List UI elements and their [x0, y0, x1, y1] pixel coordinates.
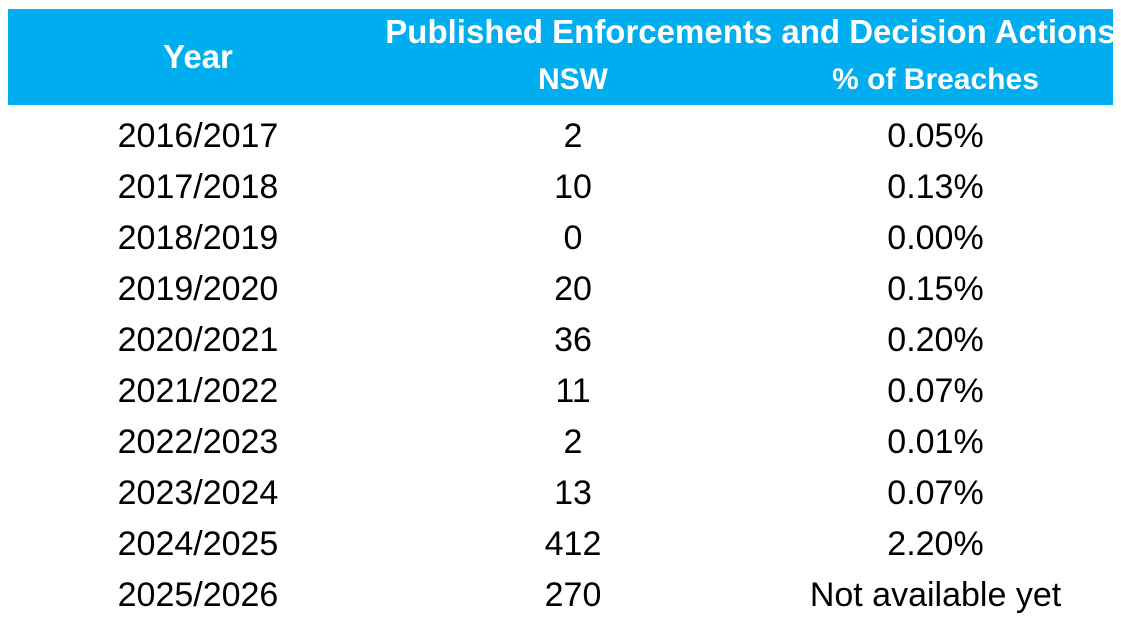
- table-row: 2020/2021 36 0.20%: [8, 315, 1113, 366]
- year-cell: 2017/2018: [117, 168, 279, 206]
- table-row: 2016/2017 2 0.05%: [8, 111, 1113, 162]
- table-row: 2019/2020 20 0.15%: [8, 264, 1113, 315]
- table-row: 2021/2022 11 0.07%: [8, 366, 1113, 417]
- nsw-value-cell: 11: [555, 372, 591, 410]
- pct-breaches-cell: 0.13%: [887, 168, 984, 206]
- year-cell: 2022/2023: [117, 423, 279, 461]
- group-column-header: Published Enforcements and Decision Acti…: [385, 9, 1116, 105]
- pct-breaches-cell: 0.07%: [887, 474, 984, 512]
- year-cell: 2018/2019: [117, 219, 279, 257]
- nsw-value-cell: 270: [544, 576, 602, 614]
- year-cell: 2021/2022: [117, 372, 279, 410]
- year-cell: 2020/2021: [117, 321, 279, 359]
- year-column-header: Year: [163, 38, 233, 75]
- nsw-value-cell: 10: [554, 168, 592, 206]
- pct-breaches-cell: 0.01%: [887, 423, 984, 461]
- year-cell: 2023/2024: [117, 474, 279, 512]
- pct-breaches-cell: 0.05%: [887, 117, 984, 155]
- pct-breaches-cell: 0.00%: [887, 219, 984, 257]
- table-body: 2016/2017 2 0.05% 2017/2018 10 0.13% 201…: [8, 105, 1113, 621]
- table-row: 2018/2019 0 0.00%: [8, 213, 1113, 264]
- nsw-value-cell: 2: [563, 423, 583, 461]
- nsw-value-cell: 412: [544, 525, 602, 563]
- nsw-value-cell: 36: [554, 321, 592, 359]
- enforcements-table: Year Published Enforcements and Decision…: [8, 9, 1116, 621]
- nsw-value-cell: 2: [563, 117, 583, 155]
- table-row: 2022/2023 2 0.01%: [8, 417, 1113, 468]
- pct-breaches-column-header: % of Breaches: [832, 63, 1039, 96]
- table-row: 2025/2026 270 Not available yet: [8, 570, 1113, 621]
- pct-breaches-cell: 0.20%: [887, 321, 984, 359]
- nsw-column-header: NSW: [538, 63, 608, 96]
- pct-breaches-cell: 0.07%: [887, 372, 984, 410]
- pct-breaches-cell: 0.15%: [887, 270, 984, 308]
- nsw-value-cell: 20: [554, 270, 592, 308]
- table-row: 2024/2025 412 2.20%: [8, 519, 1113, 570]
- table-row: 2017/2018 10 0.13%: [8, 162, 1113, 213]
- table-header: Year Published Enforcements and Decision…: [8, 9, 1116, 105]
- year-cell: 2019/2020: [117, 270, 279, 308]
- year-cell: 2025/2026: [117, 576, 279, 614]
- nsw-value-cell: 0: [563, 219, 583, 257]
- pct-breaches-cell: Not available yet: [809, 576, 1062, 614]
- group-header-title: Published Enforcements and Decision Acti…: [385, 13, 1116, 50]
- sub-header-row: NSW % of Breaches: [388, 55, 1113, 105]
- table-row: 2023/2024 13 0.07%: [8, 468, 1113, 519]
- pct-breaches-cell: 2.20%: [887, 525, 984, 563]
- nsw-value-cell: 13: [554, 474, 592, 512]
- year-cell: 2016/2017: [117, 117, 279, 155]
- year-cell: 2024/2025: [117, 525, 279, 563]
